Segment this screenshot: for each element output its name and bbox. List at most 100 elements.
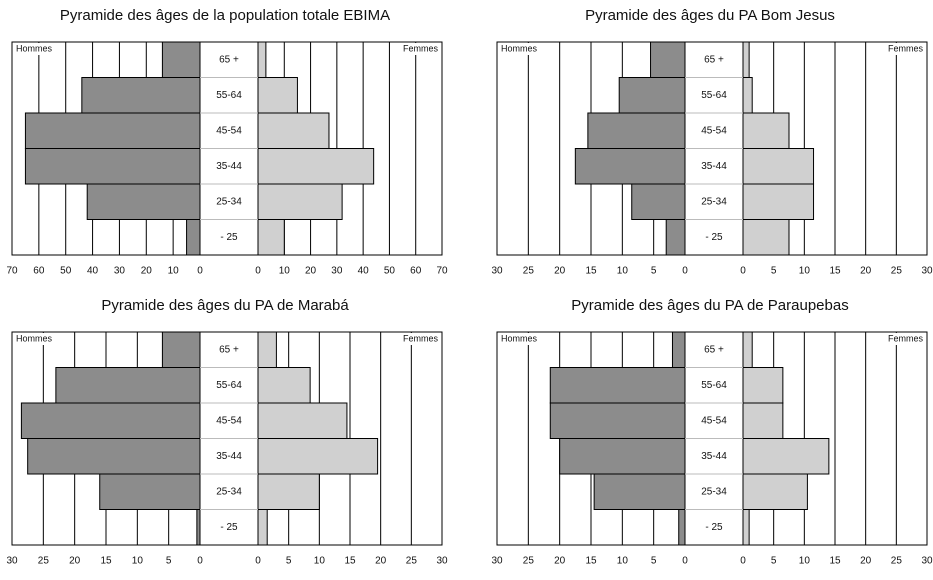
x-tick-label: 0 bbox=[197, 266, 203, 277]
bar bbox=[161, 331, 201, 368]
bar bbox=[549, 402, 686, 439]
legend-bg bbox=[498, 333, 538, 345]
bar bbox=[257, 219, 285, 256]
x-tick-label: 60 bbox=[33, 266, 45, 277]
age-label: 25-34 bbox=[216, 486, 242, 497]
x-tick-label: 0 bbox=[255, 266, 261, 277]
age-label: 55-64 bbox=[701, 90, 727, 101]
x-tick-label: 20 bbox=[554, 556, 566, 567]
age-label: 25-34 bbox=[216, 196, 242, 207]
x-tick-label: 25 bbox=[891, 266, 903, 277]
legend-bg bbox=[13, 333, 53, 345]
x-tick-label: 10 bbox=[279, 266, 291, 277]
bar bbox=[742, 509, 750, 546]
age-label: 25-34 bbox=[701, 486, 727, 497]
x-tick-label: 25 bbox=[406, 556, 418, 567]
bar bbox=[742, 112, 790, 149]
bar bbox=[99, 473, 201, 510]
x-tick-label: 15 bbox=[585, 266, 597, 277]
x-tick-label: 5 bbox=[651, 556, 657, 567]
x-tick-label: 20 bbox=[305, 266, 317, 277]
bar bbox=[86, 183, 201, 220]
x-tick-label: 30 bbox=[331, 266, 343, 277]
x-tick-label: 15 bbox=[829, 556, 841, 567]
x-tick-label: 30 bbox=[6, 556, 18, 567]
legend-bg bbox=[401, 333, 441, 345]
legend-bg bbox=[401, 43, 441, 55]
bar bbox=[81, 77, 201, 114]
x-tick-label: 15 bbox=[344, 556, 356, 567]
x-tick-label: 0 bbox=[197, 556, 203, 567]
x-tick-label: 40 bbox=[87, 266, 99, 277]
bar bbox=[27, 438, 201, 475]
age-label: 45-54 bbox=[216, 125, 242, 136]
bar bbox=[257, 183, 343, 220]
age-label: - 25 bbox=[705, 232, 723, 243]
bar bbox=[559, 438, 686, 475]
legend-label: Femmes bbox=[403, 333, 439, 343]
x-tick-label: 25 bbox=[523, 556, 535, 567]
bar bbox=[742, 402, 784, 439]
x-tick-label: 30 bbox=[921, 556, 933, 567]
age-label: 65 + bbox=[704, 54, 724, 65]
bar bbox=[257, 112, 330, 149]
bar bbox=[678, 509, 686, 546]
bar bbox=[24, 148, 201, 185]
x-tick-label: 10 bbox=[799, 266, 811, 277]
bar bbox=[742, 77, 753, 114]
bar bbox=[257, 41, 267, 78]
age-label: - 25 bbox=[705, 522, 723, 533]
legend-label: Hommes bbox=[16, 43, 53, 53]
bar bbox=[742, 148, 815, 185]
x-tick-label: 5 bbox=[651, 266, 657, 277]
x-tick-label: 60 bbox=[410, 266, 422, 277]
x-tick-label: 20 bbox=[375, 556, 387, 567]
bar bbox=[549, 367, 686, 404]
bar bbox=[618, 77, 686, 114]
bar bbox=[671, 331, 686, 368]
chart-title: Pyramide des âges du PA Bom Jesus bbox=[585, 7, 835, 24]
x-tick-label: 25 bbox=[38, 556, 50, 567]
bar bbox=[742, 183, 815, 220]
x-tick-label: 30 bbox=[114, 266, 126, 277]
x-tick-label: 20 bbox=[69, 556, 81, 567]
age-label: 65 + bbox=[219, 344, 239, 355]
age-label: 35-44 bbox=[216, 451, 242, 462]
bar bbox=[161, 41, 201, 78]
bar bbox=[257, 438, 379, 475]
age-label: - 25 bbox=[220, 232, 238, 243]
legend-bg bbox=[886, 43, 926, 55]
x-tick-label: 0 bbox=[682, 266, 688, 277]
x-tick-label: 50 bbox=[384, 266, 396, 277]
legend-label: Femmes bbox=[888, 43, 924, 53]
bar bbox=[742, 367, 784, 404]
age-label: 65 + bbox=[704, 344, 724, 355]
bar bbox=[742, 438, 830, 475]
x-tick-label: 70 bbox=[6, 266, 18, 277]
bar bbox=[665, 219, 686, 256]
bar bbox=[55, 367, 201, 404]
bar bbox=[742, 331, 753, 368]
legend-label: Hommes bbox=[501, 43, 538, 53]
x-tick-label: 0 bbox=[255, 556, 261, 567]
x-tick-label: 5 bbox=[771, 556, 777, 567]
age-label: 55-64 bbox=[216, 380, 242, 391]
legend-label: Hommes bbox=[501, 333, 538, 343]
x-tick-label: 15 bbox=[100, 556, 112, 567]
x-tick-label: 10 bbox=[617, 556, 629, 567]
chart-title: Pyramide des âges de la population total… bbox=[60, 7, 390, 24]
x-tick-label: 20 bbox=[141, 266, 153, 277]
x-tick-label: 10 bbox=[799, 556, 811, 567]
legend-bg bbox=[886, 333, 926, 345]
x-tick-label: 30 bbox=[491, 556, 503, 567]
bar bbox=[257, 148, 375, 185]
legend-bg bbox=[498, 43, 538, 55]
age-label: 25-34 bbox=[701, 196, 727, 207]
x-tick-label: 25 bbox=[891, 556, 903, 567]
bar bbox=[257, 331, 277, 368]
x-tick-label: 10 bbox=[314, 556, 326, 567]
age-label: 35-44 bbox=[216, 161, 242, 172]
x-tick-label: 0 bbox=[740, 266, 746, 277]
age-label: 65 + bbox=[219, 54, 239, 65]
